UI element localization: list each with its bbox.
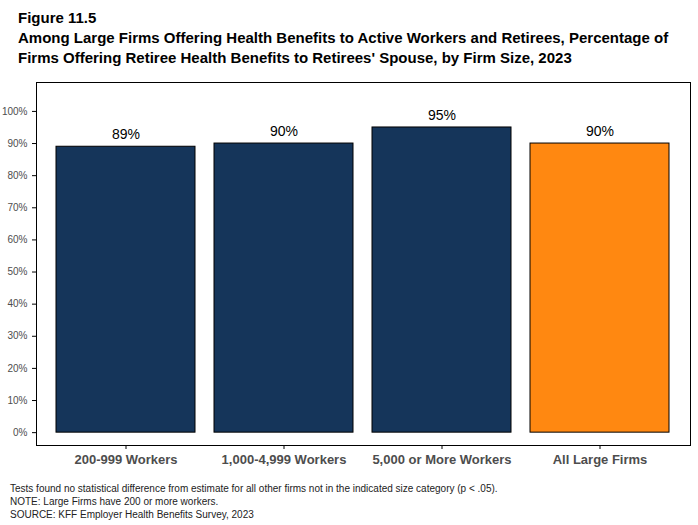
svg-text:90%: 90%	[586, 123, 614, 139]
svg-text:20%: 20%	[7, 363, 27, 374]
svg-text:0%: 0%	[13, 427, 28, 438]
svg-text:30%: 30%	[7, 330, 27, 341]
html-text:SOURCE: KFF Employer Health Be: SOURCE: KFF Employer Health Benefits Sur…	[10, 509, 254, 520]
svg-text:70%: 70%	[7, 202, 27, 213]
svg-text:1,000-4,999 Workers: 1,000-4,999 Workers	[222, 452, 347, 467]
svg-text:50%: 50%	[7, 266, 27, 277]
svg-text:90%: 90%	[270, 123, 298, 139]
html-text:Among Large Firms Offering Hea: Among Large Firms Offering Health Benefi…	[18, 29, 669, 66]
svg-text:10%: 10%	[7, 395, 27, 406]
svg-text:80%: 80%	[7, 170, 27, 181]
svg-text:89%: 89%	[112, 126, 140, 142]
svg-text:200-999 Workers: 200-999 Workers	[74, 452, 177, 467]
svg-text:60%: 60%	[7, 234, 27, 245]
html-text:Figure 11.5: Figure 11.5	[18, 9, 97, 26]
svg-text:95%: 95%	[428, 107, 456, 123]
svg-text:All Large Firms: All Large Firms	[553, 452, 648, 467]
svg-text:100%: 100%	[2, 106, 28, 117]
html-text:NOTE: Large Firms have 200 or: NOTE: Large Firms have 200 or more worke…	[10, 496, 219, 507]
svg-text:90%: 90%	[7, 138, 27, 149]
html-text:Tests found no statistical dif: Tests found no statistical difference fr…	[10, 483, 498, 494]
svg-text:40%: 40%	[7, 298, 27, 309]
svg-text:5,000 or More Workers: 5,000 or More Workers	[372, 452, 511, 467]
